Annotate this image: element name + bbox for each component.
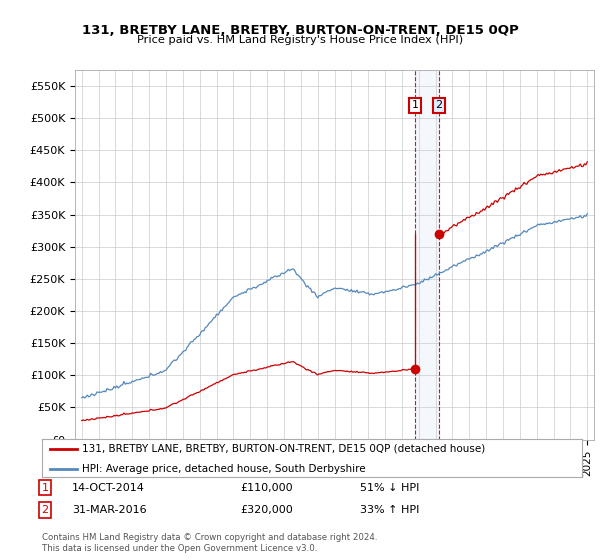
Text: 31-MAR-2016: 31-MAR-2016 (72, 505, 146, 515)
Text: Contains HM Land Registry data © Crown copyright and database right 2024.
This d: Contains HM Land Registry data © Crown c… (42, 533, 377, 553)
Text: Price paid vs. HM Land Registry's House Price Index (HPI): Price paid vs. HM Land Registry's House … (137, 35, 463, 45)
Text: 51% ↓ HPI: 51% ↓ HPI (360, 483, 419, 493)
Text: 2: 2 (41, 505, 49, 515)
Text: 33% ↑ HPI: 33% ↑ HPI (360, 505, 419, 515)
Text: 14-OCT-2014: 14-OCT-2014 (72, 483, 145, 493)
Text: 2: 2 (436, 100, 443, 110)
Text: 1: 1 (412, 100, 419, 110)
Bar (415, 70, 439, 440)
Text: 1: 1 (41, 483, 49, 493)
Text: HPI: Average price, detached house, South Derbyshire: HPI: Average price, detached house, Sout… (83, 464, 366, 474)
Text: 131, BRETBY LANE, BRETBY, BURTON-ON-TRENT, DE15 0QP: 131, BRETBY LANE, BRETBY, BURTON-ON-TREN… (82, 24, 518, 36)
Text: £320,000: £320,000 (240, 505, 293, 515)
Text: 131, BRETBY LANE, BRETBY, BURTON-ON-TRENT, DE15 0QP (detached house): 131, BRETBY LANE, BRETBY, BURTON-ON-TREN… (83, 444, 486, 454)
Text: £110,000: £110,000 (240, 483, 293, 493)
